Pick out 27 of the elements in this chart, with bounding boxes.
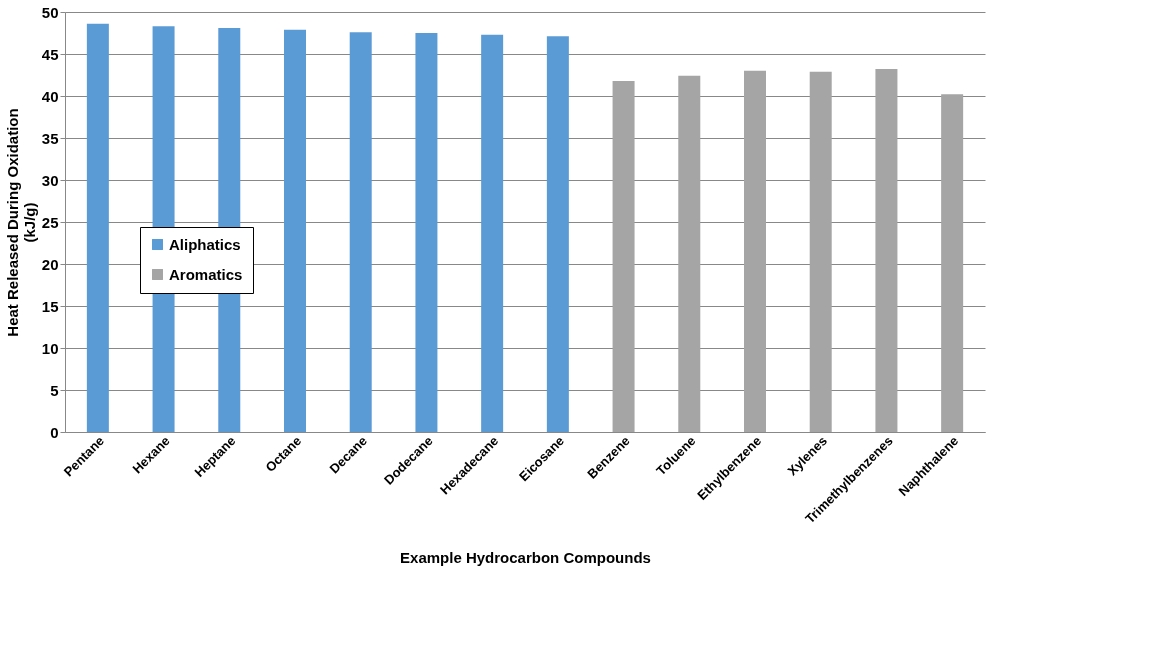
bar bbox=[284, 29, 306, 432]
bar bbox=[415, 33, 438, 432]
y-tick-label: 30 bbox=[41, 171, 59, 189]
y-tick-label: 15 bbox=[41, 297, 59, 315]
x-axis-title: Example Hydrocarbon Compounds bbox=[400, 549, 651, 567]
bar bbox=[678, 75, 701, 432]
y-tick-label: 10 bbox=[41, 339, 59, 357]
y-tick-label: 25 bbox=[41, 213, 59, 231]
legend-label: Aromatics bbox=[169, 265, 243, 283]
y-tick-label: 35 bbox=[41, 129, 59, 147]
bar bbox=[546, 36, 569, 432]
y-tick-label: 0 bbox=[50, 423, 59, 441]
bar bbox=[809, 71, 832, 432]
bar bbox=[941, 94, 964, 432]
y-axis-title: Heat Released During Oxidation (kJ/g) bbox=[3, 108, 38, 337]
bar bbox=[349, 32, 372, 432]
bar bbox=[875, 69, 898, 432]
y-tick-label: 40 bbox=[41, 87, 59, 105]
bar bbox=[744, 70, 766, 432]
bar bbox=[612, 80, 635, 432]
bar bbox=[481, 34, 504, 432]
bar bbox=[86, 23, 109, 432]
y-tick-label: 50 bbox=[41, 3, 59, 21]
legend-label: Aliphatics bbox=[169, 235, 241, 253]
y-tick-label: 5 bbox=[50, 381, 59, 399]
y-tick-label: 20 bbox=[41, 255, 59, 273]
y-tick-label: 45 bbox=[41, 45, 59, 63]
